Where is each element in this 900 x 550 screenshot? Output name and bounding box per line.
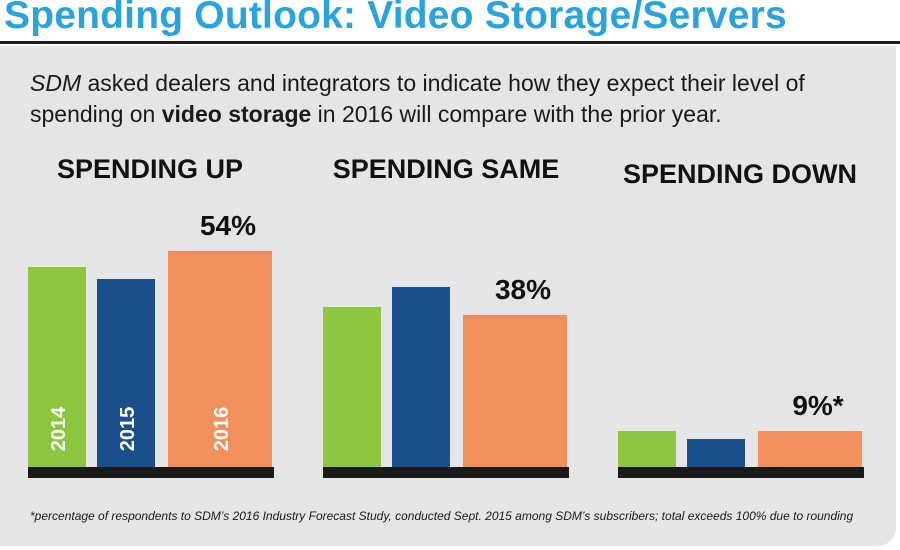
bar-year-label: 2015 xyxy=(117,407,139,452)
bar-2014 xyxy=(28,267,86,467)
baseline xyxy=(28,467,274,478)
bar-2014 xyxy=(618,431,676,467)
bar-year-label: 2016 xyxy=(211,407,233,452)
intro-text-end: in 2016 will compare with the prior year… xyxy=(311,101,722,127)
bar-2016 xyxy=(463,315,567,467)
baseline xyxy=(323,467,569,478)
bar-year-label: 2014 xyxy=(48,406,70,451)
intro-publication: SDM xyxy=(30,70,82,96)
title-rule xyxy=(0,41,900,44)
category-label: SPENDING DOWN xyxy=(623,159,857,189)
category-label: SPENDING UP xyxy=(57,154,243,184)
intro-text-part: asked dealers and integrators to indicat… xyxy=(30,70,805,127)
category-label: SPENDING SAME xyxy=(333,154,560,184)
bar-2016 xyxy=(758,431,862,467)
page-title: Spending Outlook: Video Storage/Servers xyxy=(4,0,787,37)
bar-2015 xyxy=(97,279,155,467)
data-label: 54% xyxy=(200,210,256,241)
data-label: 38% xyxy=(495,274,551,305)
data-label: 9%* xyxy=(792,390,843,421)
bar-2014 xyxy=(323,307,381,467)
footnote: *percentage of respondents to SDM’s 2016… xyxy=(30,509,854,523)
bar-2015 xyxy=(392,287,450,467)
bar-2016 xyxy=(168,251,272,467)
baseline xyxy=(618,467,864,478)
bar-2015 xyxy=(687,439,745,467)
intro-emphasis: video storage xyxy=(161,101,312,127)
intro-text: SDM asked dealers and integrators to ind… xyxy=(30,68,870,130)
